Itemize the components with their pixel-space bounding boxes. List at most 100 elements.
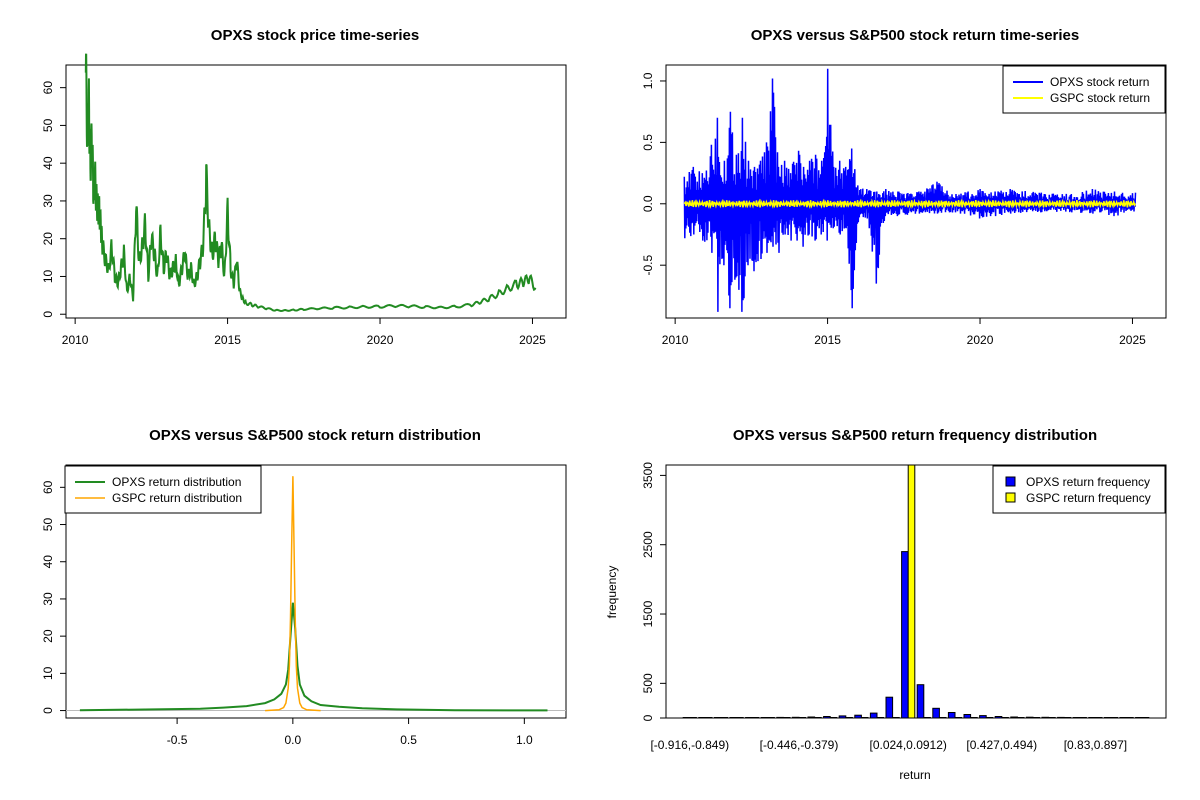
frequency-legend-box: [992, 465, 1166, 514]
returns-opxs-series-line: [683, 68, 1137, 312]
frequency-gspc-bar: [892, 717, 900, 719]
returns-y-tick-label: 0.5: [641, 134, 655, 151]
density-y-tick-label: 40: [41, 555, 55, 569]
returns-x-tick-label: 2025: [1119, 333, 1146, 347]
frequency-y-tick-label: 3500: [641, 462, 655, 489]
frequency-opxs-bar: [776, 716, 784, 719]
legend-label-gspc-return: GSPC stock return: [1050, 91, 1150, 105]
frequency-opxs-bar: [682, 717, 691, 719]
price-y-tick-label: 60: [41, 81, 55, 95]
frequency-gspc-bar: [1048, 717, 1056, 719]
frequency-opxs-bar: [1103, 717, 1112, 719]
frequency-gspc-bar: [1141, 717, 1150, 719]
frequency-opxs-bar: [947, 712, 956, 719]
frequency-opxs-bar: [901, 551, 909, 719]
density-opxs-series-line: [79, 602, 548, 712]
frequency-gspc-bar: [1079, 717, 1087, 719]
frequency-gspc-bar: [782, 717, 791, 719]
density-legend: OPXS return distribution GSPC return dis…: [64, 465, 262, 514]
returns-gspc-series-line: [683, 198, 1137, 210]
price-y-tick-label: 40: [41, 156, 55, 170]
legend-swatch-opxs-frequency: [1005, 476, 1016, 487]
price-chart-title: OPXS stock price time-series: [211, 27, 419, 44]
frequency-opxs-bar: [1088, 717, 1096, 719]
frequency-x-tick-label: [-0.446,-0.379): [760, 738, 839, 752]
frequency-gspc-bar: [767, 717, 775, 719]
density-x-tick-label: 1.0: [516, 733, 533, 747]
frequency-opxs-bar: [1010, 716, 1018, 719]
frequency-gspc-bar: [1126, 717, 1134, 719]
density-y-tick-label: 50: [41, 518, 55, 532]
legend-label-opxs-return: OPXS stock return: [1050, 75, 1149, 89]
frequency-opxs-bar: [729, 717, 738, 719]
frequency-opxs-bar: [916, 684, 925, 719]
frequency-y-tick-label: 1500: [641, 600, 655, 627]
frequency-gspc-bar: [814, 717, 822, 719]
frequency-opxs-bar: [869, 712, 878, 719]
frequency-x-axis-label: return: [899, 768, 930, 782]
returns-y-tick-label: 0.0: [641, 195, 655, 212]
density-y-tick-label: 0: [41, 707, 55, 714]
price-plot-frame: [65, 64, 567, 319]
frequency-opxs-bar: [1041, 716, 1050, 719]
returns-y-tick-label: -0.5: [641, 255, 655, 276]
frequency-opxs-bar: [979, 715, 987, 719]
frequency-gspc-bar: [704, 717, 713, 719]
price-chart: OPXS stock price time-series 2010 2015 202…: [41, 27, 567, 347]
returns-chart: OPXS versus S&P500 stock return time-ser…: [641, 27, 1167, 347]
returns-legend-box: [1002, 65, 1166, 114]
frequency-gspc-bar: [970, 717, 978, 719]
frequency-opxs-bar: [698, 717, 706, 719]
returns-x-tick-label: 2020: [967, 333, 994, 347]
frequency-opxs-bar: [854, 714, 862, 719]
frequency-gspc-bar: [689, 717, 697, 719]
frequency-opxs-bar: [791, 716, 800, 719]
price-y-tick-label: 20: [41, 232, 55, 246]
frequency-gspc-bar: [923, 717, 931, 719]
price-y-tick-label: 50: [41, 118, 55, 132]
frequency-opxs-bar: [760, 717, 769, 719]
frequency-opxs-bar: [932, 707, 940, 719]
frequency-opxs-bar: [838, 715, 847, 719]
frequency-gspc-bar: [829, 717, 838, 719]
legend-swatch-gspc-frequency: [1005, 492, 1016, 503]
density-chart-title: OPXS versus S&P500 stock return distribu…: [149, 427, 481, 444]
returns-x-tick-label: 2015: [814, 333, 841, 347]
frequency-x-tick-label: [0.83,0.897]: [1064, 738, 1127, 752]
frequency-x-tick-label: [0.024,0.0912): [869, 738, 946, 752]
returns-legend: OPXS stock return GSPC stock return: [1002, 65, 1166, 114]
frequency-gspc-bar: [985, 717, 994, 719]
frequency-gspc-bar: [736, 717, 744, 719]
legend-label-opxs-density: OPXS return distribution: [112, 475, 241, 489]
frequency-gspc-bar: [954, 717, 963, 719]
frequency-plot-frame: [665, 464, 1167, 719]
frequency-y-tick-label: 0: [641, 714, 655, 721]
frequency-chart-title: OPXS versus S&P500 return frequency dist…: [733, 427, 1097, 444]
density-y-tick-label: 60: [41, 480, 55, 494]
frequency-gspc-bar: [751, 717, 760, 719]
density-y-tick-label: 20: [41, 629, 55, 643]
density-x-tick-label: -0.5: [167, 733, 188, 747]
legend-label-gspc-frequency: GSPC return frequency: [1026, 491, 1151, 505]
frequency-y-tick-label: 2500: [641, 531, 655, 558]
returns-chart-title: OPXS versus S&P500 stock return time-ser…: [751, 27, 1080, 44]
density-x-tick-label: 0.0: [285, 733, 302, 747]
frequency-opxs-bar: [745, 717, 753, 719]
price-x-tick-label: 2025: [519, 333, 546, 347]
frequency-gspc-bar: [938, 717, 947, 719]
frequency-gspc-bar: [798, 717, 807, 719]
frequency-gspc-bar: [1032, 717, 1041, 719]
frequency-opxs-bar: [1119, 717, 1128, 719]
frequency-opxs-bar: [823, 716, 831, 719]
legend-label-gspc-density: GSPC return distribution: [112, 491, 242, 505]
density-gspc-series-line: [265, 476, 321, 712]
density-y-tick-label: 10: [41, 666, 55, 680]
frequency-gspc-bar: [1063, 717, 1072, 719]
frequency-opxs-bar: [713, 717, 722, 719]
frequency-gspc-bar: [720, 717, 729, 719]
legend-label-opxs-frequency: OPXS return frequency: [1026, 475, 1150, 489]
price-series-line: [84, 53, 537, 313]
frequency-x-tick-label: [-0.916,-0.849): [650, 738, 729, 752]
frequency-gspc-bar: [1110, 717, 1119, 719]
frequency-gspc-bar: [1094, 717, 1103, 719]
